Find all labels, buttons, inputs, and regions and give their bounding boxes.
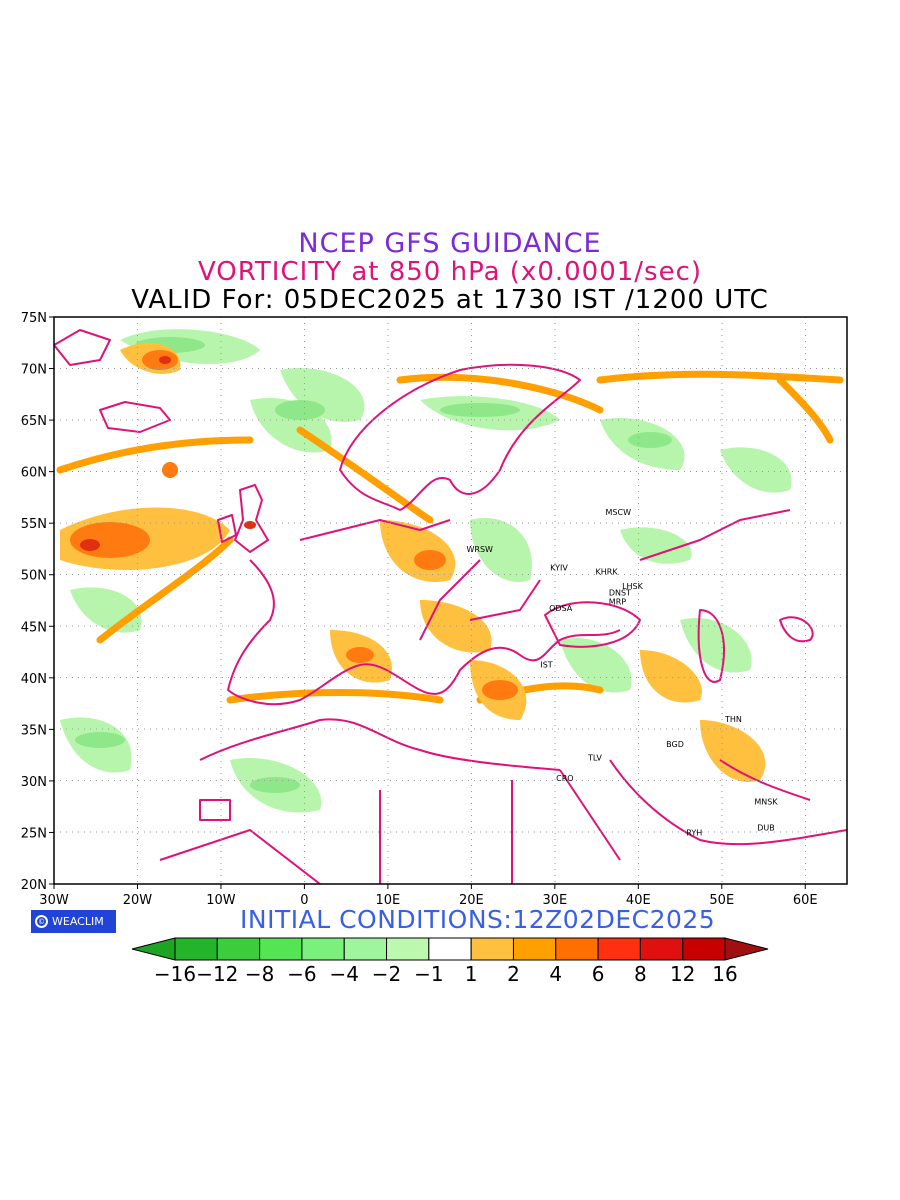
colorbar-box xyxy=(216,937,261,961)
colorbar-box xyxy=(428,937,472,961)
colorbar-label: −4 xyxy=(329,962,358,986)
lat-tick-label: 55N xyxy=(21,517,47,532)
city-label: MNSK xyxy=(754,798,778,807)
colorbar-label: 16 xyxy=(712,962,737,986)
city-label: MSCW xyxy=(606,508,632,517)
colorbar-label: 1 xyxy=(465,962,478,986)
map-title-line1: NCEP GFS GUIDANCE xyxy=(298,228,602,259)
colorbar-label: −1 xyxy=(414,962,443,986)
colorbar-label: 6 xyxy=(592,962,605,986)
lat-tick-label: 20N xyxy=(21,878,47,893)
colorbar-label: 4 xyxy=(549,962,562,986)
colorbar-box xyxy=(343,937,388,961)
colorbar-box xyxy=(470,937,514,961)
city-label: WRSW xyxy=(466,545,493,554)
colorbar: −16 −12 −8 −6 −4 −2 −1 1 2 4 6 8 12 16 xyxy=(131,937,769,986)
colorbar-box xyxy=(386,937,430,961)
latitude-axis: 75N 70N 65N 60N 55N 50N 45N 40N 35N 30N 25N 20N xyxy=(21,311,54,893)
colorbar-box xyxy=(174,937,218,961)
map-frame xyxy=(53,316,848,885)
lat-tick-label: 75N xyxy=(21,311,47,326)
colorbar-box xyxy=(639,937,684,961)
colorbar-label: −2 xyxy=(372,962,401,986)
city-label: MRP xyxy=(609,598,626,607)
city-label: TLV xyxy=(587,753,602,762)
colorbar-label: −8 xyxy=(245,962,274,986)
lon-tick-label: 20E xyxy=(459,893,484,908)
city-label: LHSK xyxy=(622,582,644,591)
colorbar-label: 12 xyxy=(670,962,695,986)
lon-tick-label: 30E xyxy=(542,893,567,908)
graticule xyxy=(54,317,847,884)
city-label: BGD xyxy=(666,740,684,749)
city-label: ODSA xyxy=(549,604,573,613)
colorbar-box xyxy=(512,937,557,961)
city-label: KHRK xyxy=(596,568,619,577)
colorbar-label: −6 xyxy=(287,962,316,986)
lat-tick-label: 50N xyxy=(21,569,47,584)
city-label: CRO xyxy=(556,774,573,783)
lon-tick-label: 0 xyxy=(300,893,308,908)
city-label: KYIV xyxy=(550,564,568,573)
lat-tick-label: 45N xyxy=(21,620,47,635)
city-label: DUB xyxy=(757,823,775,832)
city-label: RYH xyxy=(686,829,702,838)
positive-vorticity-bands xyxy=(56,370,844,704)
lon-tick-label: 10E xyxy=(376,893,401,908)
colorbar-left-arrow xyxy=(131,937,176,961)
lon-tick-label: 10W xyxy=(206,893,236,908)
copyright-icon: © xyxy=(35,915,48,928)
colorbar-label: 2 xyxy=(507,962,520,986)
colorbar-box xyxy=(682,937,726,961)
lon-tick-label: 20W xyxy=(123,893,153,908)
map-title-line3: VALID For: 05DEC2025 at 1730 IST /1200 U… xyxy=(131,285,769,315)
colorbar-box xyxy=(259,937,303,961)
lat-tick-label: 70N xyxy=(21,363,47,378)
colorbar-label: −12 xyxy=(196,962,238,986)
map-title-line2: VORTICITY at 850 hPa (x0.0001/sec) xyxy=(197,257,703,287)
lat-tick-label: 65N xyxy=(21,414,47,429)
vorticity-field xyxy=(54,329,847,884)
initial-conditions-label: INITIAL CONDITIONS:12Z02DEC2025 xyxy=(240,905,716,934)
lon-tick-label: 40E xyxy=(626,893,651,908)
colorbar-right-arrow xyxy=(724,937,769,961)
lon-tick-label: 60E xyxy=(793,893,818,908)
colorbar-box xyxy=(597,937,641,961)
lat-tick-label: 30N xyxy=(21,775,47,790)
coastlines-and-borders xyxy=(54,329,847,884)
city-label: IST xyxy=(540,661,552,670)
city-label: THN xyxy=(724,715,742,724)
colorbar-box xyxy=(555,937,599,961)
city-label: DNST xyxy=(609,588,631,597)
lat-tick-label: 25N xyxy=(21,826,47,841)
weaclim-logo: © WEACLIM xyxy=(31,910,116,933)
colorbar-label: 8 xyxy=(634,962,647,986)
lat-tick-label: 35N xyxy=(21,723,47,738)
lon-tick-label: 30W xyxy=(39,893,69,908)
lat-tick-label: 60N xyxy=(21,466,47,481)
colorbar-label: −16 xyxy=(154,962,196,986)
lon-tick-label: 50E xyxy=(709,893,734,908)
logo-text: WEACLIM xyxy=(52,915,104,928)
negative-vorticity-cores xyxy=(75,337,672,793)
lat-tick-label: 40N xyxy=(21,672,47,687)
colorbar-box xyxy=(301,937,345,961)
longitude-axis: 30W 20W 10W 0 10E 20E 30E 40E 50E 60E xyxy=(39,884,818,908)
